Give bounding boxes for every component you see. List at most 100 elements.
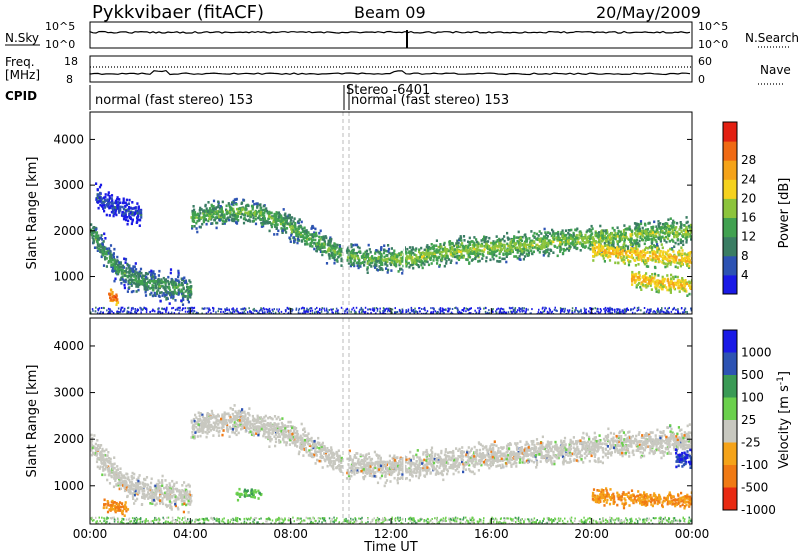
data-cell [629, 239, 632, 243]
noise-cell [439, 307, 442, 310]
data-cell [389, 262, 392, 265]
data-cell [572, 233, 575, 237]
data-cell [319, 247, 322, 251]
data-cell [401, 272, 404, 275]
data-cell [329, 248, 332, 252]
data-cell [282, 217, 285, 220]
data-cell [329, 237, 332, 241]
noise-cell [99, 312, 102, 314]
data-cell [617, 261, 620, 265]
data-cell [202, 210, 205, 213]
nsearch-tick-bottom: 10^0 [698, 38, 728, 51]
noise-cell [424, 309, 426, 312]
noise-cell [151, 309, 153, 312]
noise-cell [295, 308, 297, 311]
data-cell [487, 247, 490, 251]
noise-cell [193, 310, 196, 313]
data-cell [683, 289, 686, 293]
noise-cell [622, 310, 624, 313]
data-cell [327, 253, 330, 256]
data-cell [506, 242, 509, 246]
data-cell [663, 231, 666, 235]
noise-cell [568, 310, 570, 313]
data-cell [538, 230, 541, 233]
data-cell [631, 248, 634, 251]
noise-cell [253, 307, 255, 310]
data-cell [189, 296, 192, 299]
noise-cell [358, 310, 360, 313]
data-cell [457, 241, 460, 245]
noise-cell [272, 312, 275, 314]
noise-cell [664, 307, 666, 310]
data-cell [111, 204, 114, 208]
noise-cell [184, 310, 187, 313]
data-cell [633, 222, 637, 225]
data-cell [601, 234, 604, 237]
noise-cell [225, 308, 227, 311]
noise-cell [504, 311, 507, 314]
noise-cell [656, 309, 658, 312]
noise-cell [122, 310, 124, 313]
data-cell [487, 251, 490, 254]
data-cell [375, 259, 378, 262]
data-cell [468, 255, 472, 259]
data-cell [563, 249, 566, 252]
data-cell [570, 228, 573, 232]
data-cell [262, 217, 265, 220]
nsky-tick-top: 10^5 [45, 20, 75, 33]
data-cell [261, 223, 264, 226]
data-cell [370, 259, 373, 262]
data-cell [333, 258, 336, 262]
data-cell [666, 257, 669, 260]
noise-cell [95, 306, 97, 309]
data-cell [573, 237, 576, 241]
noise-cell [439, 310, 442, 313]
data-cell [671, 257, 674, 260]
data-cell [546, 234, 549, 238]
noise-cell [303, 307, 305, 310]
data-cell [637, 223, 640, 227]
data-cell [204, 218, 207, 222]
data-cell [536, 248, 540, 252]
data-cell [630, 250, 633, 254]
data-cell [491, 242, 494, 245]
data-cell [634, 250, 637, 253]
data-cell [441, 248, 445, 251]
noise-cell [92, 309, 94, 312]
data-cell [449, 252, 452, 256]
data-cell [325, 251, 328, 254]
data-cell [212, 205, 215, 208]
data-cell [327, 239, 330, 243]
noise-cell [483, 307, 485, 310]
data-cell [517, 230, 520, 234]
data-cell [149, 293, 152, 296]
data-cell [119, 208, 122, 212]
data-cell [466, 249, 469, 253]
noise-cell [94, 310, 97, 313]
data-cell [387, 250, 390, 253]
data-cell [591, 241, 594, 245]
data-cell [443, 246, 447, 249]
noise-cell [96, 312, 99, 314]
data-cell [630, 248, 633, 252]
data-cell [390, 263, 393, 267]
noise-cell [246, 311, 249, 314]
data-cell [468, 247, 471, 251]
data-cell [456, 239, 459, 243]
data-cell [548, 252, 551, 255]
data-cell [598, 252, 601, 256]
data-cell [383, 249, 386, 252]
data-cell [524, 233, 527, 236]
data-cell [651, 277, 654, 280]
data-cell [219, 205, 222, 208]
data-cell [634, 227, 637, 231]
data-cell [597, 248, 600, 251]
data-cell [680, 230, 683, 233]
data-cell [602, 257, 605, 260]
data-cell [141, 281, 144, 285]
noise-cell [132, 306, 134, 309]
data-cell [596, 246, 599, 249]
data-cell [241, 212, 244, 216]
data-cell [635, 250, 638, 253]
noise-cell [112, 312, 115, 314]
